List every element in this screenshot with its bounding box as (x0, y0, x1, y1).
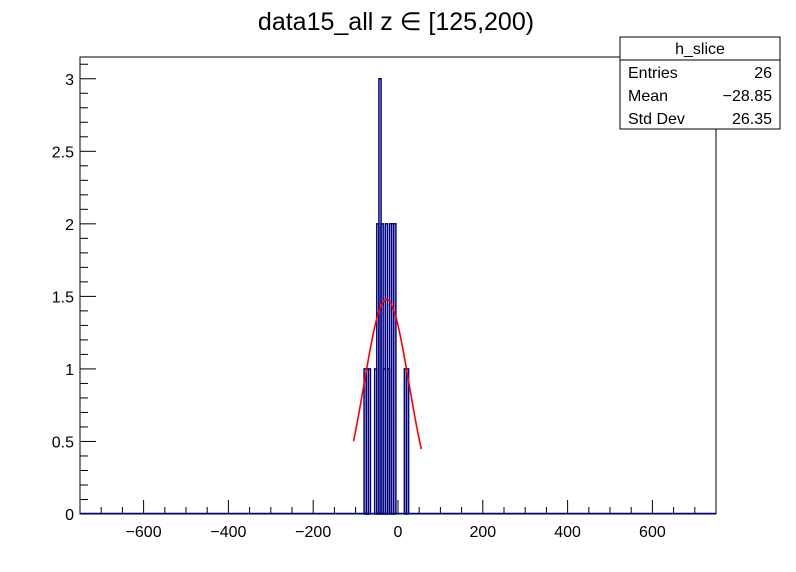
x-axis: −600 −400 −200 0 200 400 600 (100, 500, 696, 541)
x-tick-label: 200 (469, 524, 496, 541)
histogram-bars (363, 78, 410, 515)
stats-entries-value: 26 (754, 65, 772, 82)
stats-mean-value: −28.85 (723, 88, 772, 105)
histogram-bar (393, 223, 397, 515)
y-tick-label: 1.5 (52, 289, 74, 306)
histogram-bar (367, 368, 372, 515)
stats-entries-label: Entries (628, 65, 678, 82)
y-tick-label: 2 (65, 217, 74, 234)
x-tick-label: 400 (554, 524, 581, 541)
x-tick-label: 0 (394, 524, 403, 541)
chart-title: data15_all z ∈ [125,200) (258, 8, 534, 36)
stats-mean-label: Mean (628, 88, 668, 105)
y-tick-label: 1 (65, 362, 74, 379)
stats-box-frame (619, 36, 781, 130)
x-tick-label: −400 (210, 524, 246, 541)
y-tick-label: 0.5 (52, 434, 74, 451)
x-tick-label: −200 (295, 524, 331, 541)
histogram-bar (405, 368, 410, 515)
stats-stddev-label: Std Dev (628, 111, 685, 128)
x-tick-label: −600 (126, 524, 162, 541)
stats-box: h_slice Entries 26 Mean −28.85 Std Dev 2… (619, 36, 781, 130)
y-axis: 0 0.5 1 1.5 2 2.5 3 (52, 63, 96, 524)
y-tick-label: 2.5 (52, 144, 74, 161)
y-tick-label: 3 (65, 72, 74, 89)
stats-stddev-value: 26.35 (732, 111, 772, 128)
y-tick-label: 0 (65, 507, 74, 524)
stats-box-name: h_slice (675, 41, 725, 58)
x-tick-label: 600 (639, 524, 666, 541)
gaussian-fit-curve (352, 298, 423, 450)
